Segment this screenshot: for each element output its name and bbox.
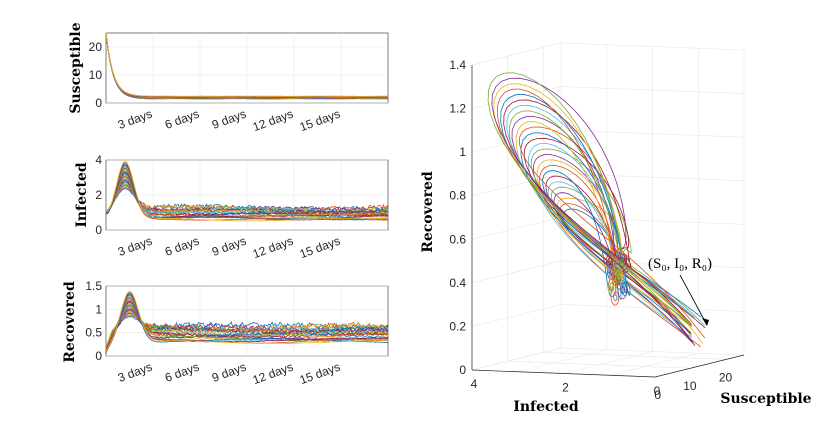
gridline-3d (563, 351, 653, 374)
series-lines-recovered (105, 290, 389, 354)
z-tick-label: 1.4 (449, 58, 466, 72)
series-line (105, 299, 389, 350)
trajectory-3d (493, 83, 692, 326)
gridline-3d (471, 86, 562, 109)
trajectory-3d (487, 72, 692, 326)
x-tick-label: 3 days (116, 234, 154, 259)
susceptible-tick-label: 10 (683, 379, 697, 393)
x-tick-label: 15 days (298, 360, 342, 388)
z-tick-label: 0.2 (449, 319, 466, 333)
infected-tick-label: 0 (654, 384, 661, 398)
z-tick-label: 1.2 (449, 102, 466, 116)
series-line (105, 290, 388, 352)
x-tick-label: 15 days (298, 234, 342, 262)
z-tick-label: 0.6 (449, 232, 466, 246)
trajectory-3d (491, 77, 696, 347)
ylabel-3d-infected: Infected (513, 399, 579, 415)
subplot-recovered: 0 0.5 1 1.5 3 days 6 days 9 days 12 days 15 day… (62, 279, 389, 388)
series-line (105, 32, 388, 97)
z-tick-label: 0.8 (449, 189, 466, 203)
zlabel-recovered: Recovered (420, 171, 436, 253)
infected-tick-label: 2 (562, 381, 569, 395)
y-tick-label: 1.5 (85, 279, 102, 293)
x-tick-label: 3 days (116, 360, 154, 385)
x-tick-label: 6 days (163, 360, 201, 385)
ylabel-recovered: Recovered (62, 281, 78, 363)
y-ticks-infected: 0 2 4 (95, 153, 102, 237)
y-tick-label: 0 (95, 349, 102, 363)
trajectories-3d (487, 72, 706, 348)
gridline-3d (471, 260, 562, 284)
gridline-3d (471, 42, 562, 66)
series-line (105, 311, 389, 352)
annotation-arrow (679, 274, 708, 326)
gridline-3d (517, 349, 607, 373)
y-tick-label: 20 (89, 40, 103, 54)
y-tick-label: 10 (89, 68, 103, 82)
y-ticks-recovered: 0 0.5 1 1.5 (85, 279, 102, 363)
trajectory-3d (496, 88, 695, 319)
subplot-susceptible: 0 10 20 3 days 6 days 9 days 12 days 15 days S… (68, 22, 389, 135)
y-ticks-susceptible: 0 10 20 (89, 40, 103, 110)
gridline-3d (471, 216, 562, 240)
series-line (105, 310, 389, 351)
series-lines-susceptible (105, 32, 389, 100)
trajectory-3d (515, 121, 692, 327)
x-tick-label: 9 days (210, 360, 248, 385)
series-line (105, 293, 389, 354)
xlabel-3d-susceptible: Susceptible (720, 391, 811, 407)
series-line (105, 304, 389, 350)
grid-infected (106, 159, 388, 231)
x-tick-label: 6 days (163, 234, 201, 259)
y-tick-label: 1 (95, 302, 102, 316)
y-tick-label: 0 (95, 96, 102, 110)
x-ticks-infected: 3 days 6 days 9 days 12 days 15 days (116, 234, 342, 262)
z-tick-label: 0.4 (449, 276, 466, 290)
susceptible-tick-label: 0 (654, 388, 661, 402)
gridline-3d (471, 304, 562, 327)
x-ticks-susceptible: 3 days 6 days 9 days 12 days 15 days (116, 107, 342, 135)
infected-tick-label: 4 (471, 377, 478, 391)
ylabel-susceptible: Susceptible (68, 22, 84, 113)
x-tick-label: 12 days (251, 234, 295, 262)
grid-susceptible (106, 33, 388, 104)
y-tick-label: 2 (95, 188, 102, 202)
series-line (105, 160, 389, 222)
axis-line-3d (471, 369, 656, 378)
x-tick-label: 3 days (116, 107, 154, 132)
gridline-3d (609, 352, 699, 376)
series-lines-infected (105, 160, 389, 222)
x-tick-label: 9 days (210, 234, 248, 259)
annotation-arrowhead (702, 318, 709, 326)
gridline-3d (471, 173, 562, 197)
z-tick-label: 1 (459, 145, 466, 159)
x-tick-label: 9 days (210, 107, 248, 132)
series-line (105, 297, 389, 353)
x-ticks-recovered: 3 days 6 days 9 days 12 days 15 days (116, 360, 342, 388)
series-line (105, 308, 389, 354)
gridline-3d (471, 347, 562, 371)
subplot-infected: 0 2 4 3 days 6 days 9 days 12 days 15 days Inf… (74, 153, 389, 262)
x-tick-label: 6 days (163, 107, 201, 132)
trajectory-3d (523, 137, 694, 343)
x-tick-label: 12 days (251, 360, 295, 388)
trajectory-3d (500, 94, 695, 319)
susceptible-tick-label: 20 (719, 370, 733, 384)
y-tick-label: 0.5 (85, 326, 102, 340)
y-tick-label: 4 (95, 153, 102, 167)
x-tick-label: 15 days (298, 107, 342, 135)
z-tick-label: 0 (459, 363, 466, 377)
axis-line-3d (654, 354, 745, 378)
x-tick-label: 12 days (251, 107, 295, 135)
y-tick-label: 0 (95, 223, 102, 237)
ylabel-infected: Infected (74, 162, 90, 228)
annotation-initial-point: (S₀, I₀, R₀) (648, 256, 712, 272)
